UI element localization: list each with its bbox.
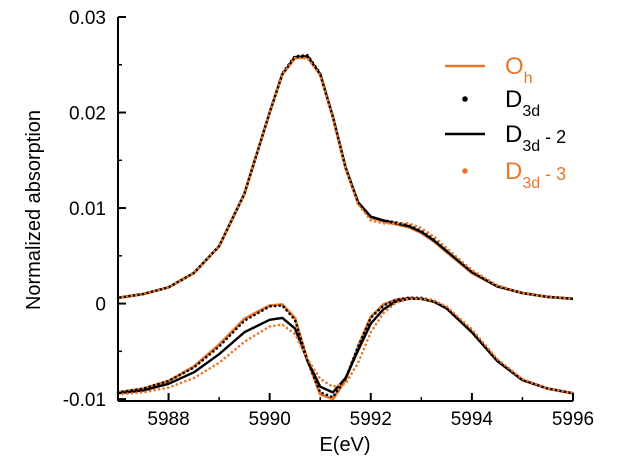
x-axis-label: E(eV): [319, 434, 370, 456]
series-line-8: [116, 297, 575, 396]
legend-entry-2: D3d: [462, 86, 540, 120]
legend-label: D3d - 2: [505, 121, 566, 155]
x-tick-label: 5988: [147, 409, 189, 430]
legend-dot-marker: [462, 96, 468, 102]
y-tick-label: 0: [95, 295, 106, 316]
x-tick-label: 5996: [552, 409, 594, 430]
legend-label: D3d: [505, 86, 540, 120]
y-axis-label: Normalized absorption: [23, 110, 45, 310]
y-tick-label: 0.02: [69, 104, 106, 125]
legend-label: D3d - 3: [505, 158, 566, 192]
legend-entry-4: D3d - 3: [462, 158, 566, 192]
legend-entry-3: D3d - 2: [445, 121, 566, 155]
series-line-7: [117, 297, 574, 395]
y-tick-label: 0.03: [69, 8, 106, 29]
y-tick-label: 0.01: [69, 199, 106, 220]
x-tick-label: 5990: [249, 409, 291, 430]
legend-entry-1: Oh: [445, 53, 533, 87]
axes-layer: -0.01 0 0.01 0.02 0.03 5988 5990 5992 5994 5996: [63, 8, 594, 430]
x-tick-label: 5994: [451, 409, 494, 430]
series-line-5: [117, 296, 574, 401]
x-tick-label: 5992: [350, 409, 392, 430]
series-layer: [116, 53, 575, 401]
legend-label: Oh: [505, 53, 533, 87]
legend-dot-marker: [462, 168, 468, 174]
y-tick-label: -0.01: [63, 390, 106, 411]
